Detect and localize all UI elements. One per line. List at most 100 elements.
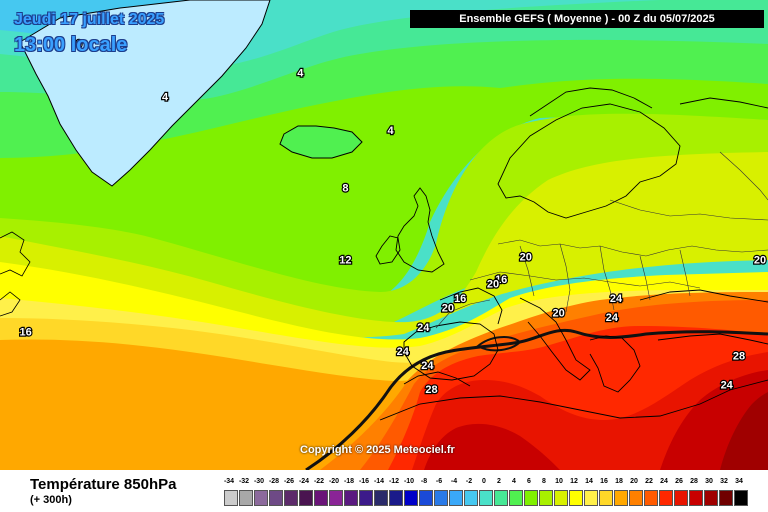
legend-swatch xyxy=(434,490,448,506)
legend-title: Température 850hPa xyxy=(30,476,177,493)
isotherm-20-loop xyxy=(476,336,522,352)
legend-tick: -8 xyxy=(420,478,428,485)
isotherm-label: 20 xyxy=(520,252,532,264)
legend-tick: 26 xyxy=(675,478,683,485)
legend-swatch xyxy=(464,490,478,506)
legend-ticks: -34 -32 -30 -28 -26 -24 -22 -20 -18 -16 -14 -12 -10-… xyxy=(222,478,752,488)
iceland xyxy=(279,125,363,159)
legend-tick: 34 xyxy=(735,478,743,485)
legend-swatch xyxy=(629,490,643,506)
isotherm-label: 24 xyxy=(397,346,410,358)
legend-tick: -20 xyxy=(328,478,340,485)
legend-swatch xyxy=(494,490,508,506)
legend-tick: -6 xyxy=(435,478,443,485)
isotherm-label: 8 xyxy=(342,183,348,195)
temp-band-30-east xyxy=(720,392,768,470)
country-borders xyxy=(435,151,768,329)
temp-band-8 xyxy=(0,113,768,325)
legend-tick: -24 xyxy=(298,478,310,485)
legend-tick: -22 xyxy=(313,478,325,485)
legend-swatch xyxy=(524,490,538,506)
legend-swatch xyxy=(554,490,568,506)
legend-tick: 18 xyxy=(615,478,623,485)
europe-coastlines xyxy=(375,87,768,421)
legend-swatch xyxy=(239,490,253,506)
isotherm-label: 16 xyxy=(495,274,507,286)
legend-swatch xyxy=(644,490,658,506)
legend-tick: 10 xyxy=(555,478,563,485)
isotherm-label: 20 xyxy=(754,255,766,267)
temp-band-28 xyxy=(424,423,560,470)
legend-tick: -18 xyxy=(343,478,355,485)
canada-coast xyxy=(0,231,31,317)
legend-swatch xyxy=(314,490,328,506)
legend-swatch xyxy=(254,490,268,506)
isotherm-label: 28 xyxy=(733,351,745,363)
legend-swatch xyxy=(299,490,313,506)
legend-tick: 12 xyxy=(570,478,578,485)
legend-swatch xyxy=(329,490,343,506)
legend-tick: -28 xyxy=(268,478,280,485)
legend-swatch xyxy=(359,490,373,506)
greenland xyxy=(19,0,271,187)
isotherm-label: 24 xyxy=(610,293,623,305)
legend-swatch xyxy=(569,490,583,506)
legend-swatch xyxy=(344,490,358,506)
legend-tick: 8 xyxy=(542,478,546,485)
isotherm-label: 4 xyxy=(297,67,304,79)
legend-tick: -34 xyxy=(223,478,235,485)
isotherm-label: 4 xyxy=(387,125,394,137)
legend-swatch xyxy=(614,490,628,506)
legend-tick: 28 xyxy=(690,478,698,485)
legend-swatch xyxy=(419,490,433,506)
isotherm-label: 20 xyxy=(442,303,454,315)
legend-swatch xyxy=(479,490,493,506)
legend-tick: 24 xyxy=(660,478,668,485)
isotherm-label: 20 xyxy=(552,307,564,319)
isotherm-label: 24 xyxy=(721,379,734,391)
legend-tick: 32 xyxy=(720,478,728,485)
legend-swatch xyxy=(719,490,733,506)
legend-tick: 14 xyxy=(585,478,593,485)
isotherm-label: 16 xyxy=(19,327,31,339)
legend-tick: -30 xyxy=(253,478,265,485)
legend-swatch xyxy=(404,490,418,506)
legend-tick: -32 xyxy=(238,478,250,485)
legend-swatch xyxy=(284,490,298,506)
legend-swatch xyxy=(674,490,688,506)
run-banner: Ensemble GEFS ( Moyenne ) - 00 Z du 05/0… xyxy=(410,10,764,28)
legend-tick: -4 xyxy=(450,478,458,485)
valid-time: 13:00 locale xyxy=(14,34,128,56)
legend-tick: 4 xyxy=(512,478,516,485)
legend-swatch xyxy=(224,490,238,506)
legend-tick: -16 xyxy=(358,478,370,485)
legend-swatch xyxy=(599,490,613,506)
legend-swatch xyxy=(509,490,523,506)
valid-date: Jeudi 17 juillet 2025 xyxy=(14,11,165,28)
legend-swatch xyxy=(734,490,748,506)
legend-tick: 30 xyxy=(705,478,713,485)
isotherm-label: 28 xyxy=(425,384,437,396)
legend-tick: -14 xyxy=(373,478,385,485)
legend-subtitle: (+ 300h) xyxy=(30,494,72,506)
legend-swatch xyxy=(389,490,403,506)
legend-tick: 0 xyxy=(482,478,486,485)
legend-tick: 2 xyxy=(497,478,501,485)
temp-band-6 xyxy=(0,78,768,304)
legend-tick: -12 xyxy=(388,478,400,485)
legend-swatch xyxy=(689,490,703,506)
legend-tick: 20 xyxy=(630,478,638,485)
legend-swatch xyxy=(449,490,463,506)
isotherm-label: 24 xyxy=(421,360,434,372)
copyright: Copyright © 2025 Meteociel.fr xyxy=(300,444,455,456)
legend-color-scale xyxy=(224,490,752,506)
isotherm-label: 4 xyxy=(162,91,169,103)
legend-tick: -26 xyxy=(283,478,295,485)
legend-swatch xyxy=(659,490,673,506)
isotherm-label: 0 xyxy=(76,39,82,51)
legend-tick: 22 xyxy=(645,478,653,485)
legend-swatch xyxy=(584,490,598,506)
isotherm-label: 20 xyxy=(487,279,499,291)
